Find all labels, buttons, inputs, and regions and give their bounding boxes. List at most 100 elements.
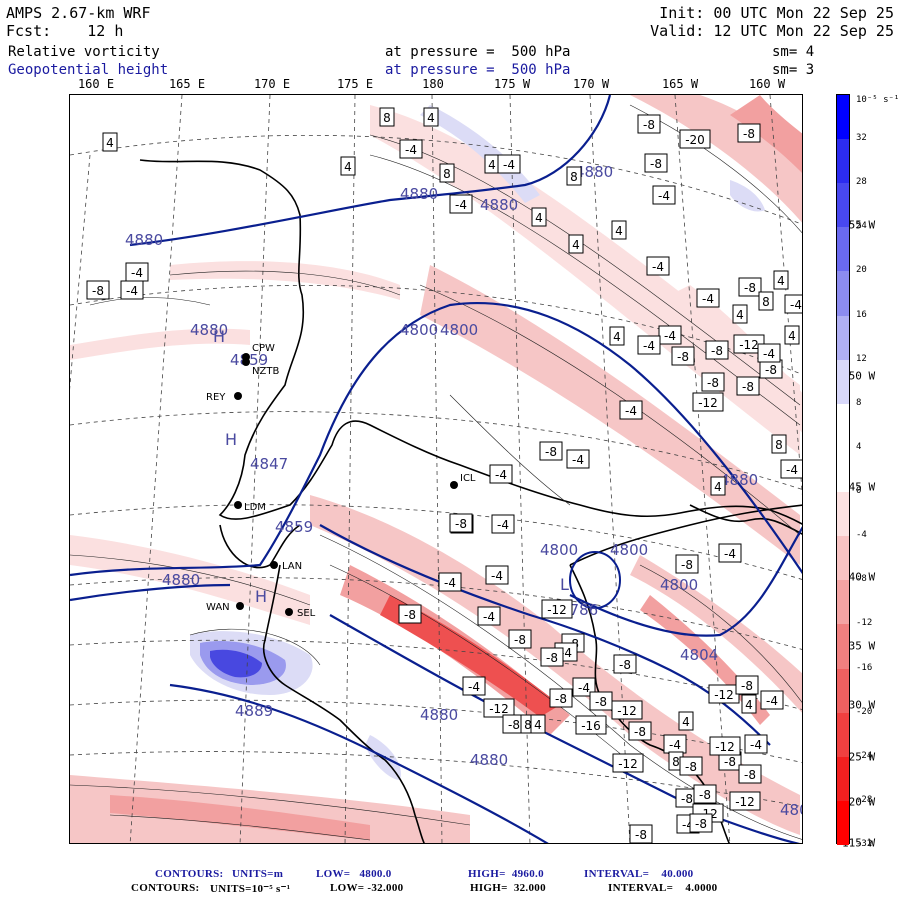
- map-labels: 4880488048804880485948474859488048894880…: [86, 107, 802, 843]
- vorticity-value-label: -4: [669, 738, 681, 752]
- vorticity-value-box: 4: [784, 325, 800, 345]
- vorticity-value-box: -4: [619, 400, 643, 420]
- vorticity-value-label: -4: [503, 158, 515, 172]
- vorticity-value-box: -8: [637, 114, 661, 134]
- vorticity-value-label: -4: [126, 284, 138, 298]
- vorticity-value-box: 4: [678, 711, 694, 731]
- height-contour-label: 4859: [275, 518, 313, 536]
- vorticity-value-label: -12: [489, 702, 509, 716]
- vorticity-value-box: -20: [679, 129, 711, 149]
- station-label: SEL: [297, 608, 316, 619]
- vorticity-fill: [210, 649, 262, 678]
- longitude-label: 175 E: [336, 77, 374, 91]
- field2-smoothing: sm= 3: [772, 62, 815, 78]
- vorticity-contour: [329, 564, 641, 771]
- pressure-center-marker: H: [255, 587, 267, 606]
- vorticity-value-box: -12: [708, 684, 740, 704]
- vorticity-contour: [319, 534, 802, 840]
- parallel-line: [70, 411, 802, 490]
- longitude-label: 175 W: [493, 77, 531, 91]
- vorticity-value-label: -12: [698, 396, 718, 410]
- vorticity-value-label: -8: [619, 658, 631, 672]
- vorticity-contour: [189, 628, 321, 666]
- vorticity-value-box: -12: [729, 791, 761, 811]
- vorticity-value-box: -8: [613, 654, 637, 674]
- vorticity-value-label: -4: [491, 569, 503, 583]
- longitude-label: 170 W: [572, 77, 610, 91]
- vorticity-value-box: -4: [566, 449, 590, 469]
- vorticity-value-label: -4: [664, 329, 676, 343]
- station-label: CPW: [252, 343, 275, 354]
- vorticity-value-box: -8: [549, 688, 573, 708]
- height-contour-label: 4880: [162, 571, 200, 589]
- vorticity-value-box: -8: [539, 441, 563, 461]
- vorticity-value-label: -8: [743, 127, 755, 141]
- vorticity-value-box: 8: [379, 107, 395, 127]
- vorticity-value-box: -8: [735, 675, 759, 695]
- vorticity-value-label: -8: [744, 768, 756, 782]
- height-contour-label: 4800: [610, 541, 648, 559]
- colorbar-tick-label: -20: [856, 706, 873, 717]
- height-contour-label: 4880: [720, 471, 758, 489]
- longitude-label: 170 E: [253, 77, 291, 91]
- vorticity-value-label: -8: [742, 380, 754, 394]
- vorticity-value-box: -4: [663, 734, 687, 754]
- vorticity-value-label: -8: [650, 157, 662, 171]
- colorbar-segment: [837, 227, 849, 272]
- map-canvas: 4880488048804880485948474859488048894880…: [70, 95, 802, 843]
- vorticity-value-label: -12: [618, 757, 638, 771]
- vorticity-value-label: -8: [508, 718, 520, 732]
- vorticity-value-label: 4: [736, 308, 744, 322]
- vorticity-value-box: -8: [671, 346, 695, 366]
- vorticity-fill: [730, 95, 802, 173]
- colorbar-tick-label: -4: [856, 530, 867, 541]
- vorticity-value-label: 4: [745, 698, 753, 712]
- vorticity-value-box: 4: [484, 154, 500, 174]
- meridian-line: [431, 95, 443, 843]
- vorticity-value-label: -8: [635, 828, 647, 842]
- colorbar-segment: [837, 403, 849, 449]
- vorticity-contour: [369, 154, 801, 426]
- vorticity-value-box: 4: [530, 714, 546, 734]
- vorticity-value-box: -16: [575, 715, 607, 735]
- colorbar-segment: [837, 756, 849, 802]
- meridian-line: [674, 95, 731, 843]
- footer-line1-units: UNITS=m: [232, 868, 284, 880]
- colorbar-segment: [837, 536, 849, 581]
- vorticity-value-box: -4: [120, 280, 144, 300]
- height-contour-label: 4847: [250, 455, 288, 473]
- longitude-label: 180: [422, 77, 444, 91]
- pressure-center-marker: H: [213, 327, 225, 346]
- vorticity-value-label: -12: [715, 740, 735, 754]
- vorticity-value-label: -4: [763, 347, 775, 361]
- height-contour-label: 4880: [400, 185, 438, 203]
- station-label: REY: [206, 392, 226, 403]
- vorticity-value-label: -20: [685, 133, 705, 147]
- colorbar-tick-label: 16: [856, 309, 867, 320]
- vorticity-value-box: -4: [125, 262, 149, 282]
- colorbar-segment: [837, 315, 849, 361]
- map-panel: 4880488048804880485948474859488048894880…: [69, 94, 803, 844]
- vorticity-value-label: 4: [488, 158, 496, 172]
- colorbar-segment: [837, 271, 849, 317]
- vorticity-value-label: -8: [681, 558, 693, 572]
- vorticity-value-box: -8: [628, 721, 652, 741]
- vorticity-value-label: 4: [534, 718, 542, 732]
- meridian-line: [129, 95, 183, 843]
- vorticity-fill: [170, 261, 400, 300]
- vorticity-value-box: 4: [741, 694, 757, 714]
- vorticity-fill: [730, 180, 765, 212]
- station-label: WAN: [206, 602, 230, 613]
- vorticity-value-box: 8: [439, 163, 455, 183]
- colorbar-tick-label: -32: [856, 839, 873, 849]
- colorbar-segment: [837, 712, 849, 758]
- vorticity-value-label: 4: [615, 224, 623, 238]
- height-contours: [70, 95, 802, 843]
- colorbar-tick-label: 28: [856, 177, 867, 188]
- coastline-path: [219, 524, 301, 569]
- vorticity-value-box: -8: [759, 359, 783, 379]
- vorticity-value-label: 8: [775, 438, 783, 452]
- vorticity-value-box: 8: [771, 434, 787, 454]
- vorticity-value-label: -12: [739, 338, 759, 352]
- footer-line2-units: UNITS=10⁻⁵ s⁻¹: [210, 883, 291, 895]
